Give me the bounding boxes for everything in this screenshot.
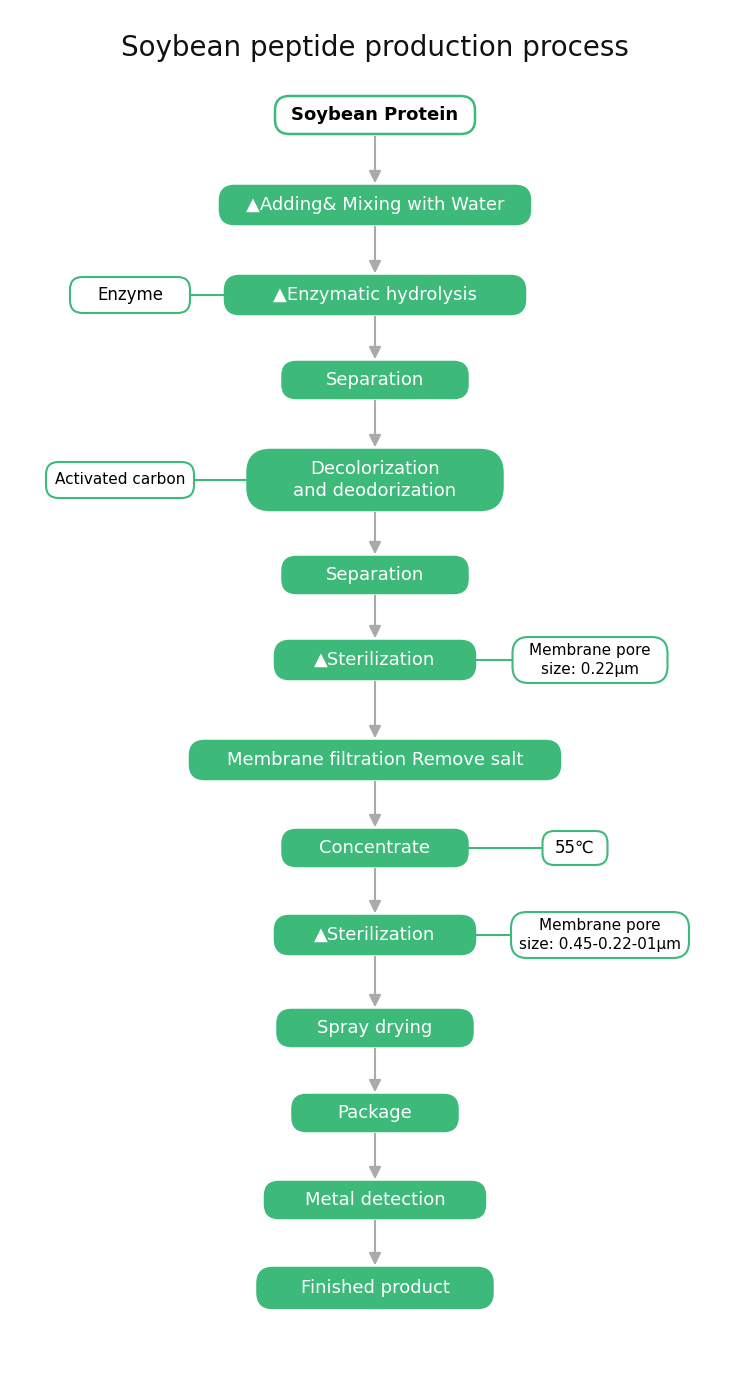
- Text: Soybean peptide production process: Soybean peptide production process: [121, 34, 629, 62]
- FancyBboxPatch shape: [283, 363, 467, 398]
- Text: Separation: Separation: [326, 371, 424, 389]
- FancyBboxPatch shape: [283, 830, 467, 867]
- Text: Package: Package: [338, 1105, 412, 1121]
- Text: Concentrate: Concentrate: [320, 839, 430, 857]
- FancyBboxPatch shape: [70, 277, 190, 314]
- Text: ▲Adding& Mixing with Water: ▲Adding& Mixing with Water: [246, 196, 504, 214]
- FancyBboxPatch shape: [292, 1095, 458, 1131]
- Text: Spray drying: Spray drying: [317, 1019, 433, 1037]
- FancyBboxPatch shape: [220, 186, 530, 224]
- FancyBboxPatch shape: [512, 637, 668, 683]
- FancyBboxPatch shape: [257, 1268, 493, 1308]
- FancyBboxPatch shape: [278, 1009, 472, 1046]
- FancyBboxPatch shape: [275, 916, 475, 953]
- FancyBboxPatch shape: [542, 832, 608, 865]
- FancyBboxPatch shape: [275, 97, 475, 134]
- Text: ▲Enzymatic hydrolysis: ▲Enzymatic hydrolysis: [273, 286, 477, 304]
- FancyBboxPatch shape: [283, 557, 467, 594]
- Text: Enzyme: Enzyme: [97, 286, 163, 304]
- Text: Soybean Protein: Soybean Protein: [292, 106, 458, 125]
- Text: Metal detection: Metal detection: [304, 1191, 446, 1210]
- FancyBboxPatch shape: [190, 741, 560, 778]
- Text: ▲Sterilization: ▲Sterilization: [314, 651, 436, 669]
- Text: Membrane pore
size: 0.22μm: Membrane pore size: 0.22μm: [530, 643, 651, 676]
- Text: Finished product: Finished product: [301, 1280, 449, 1296]
- Text: Decolorization
and deodorization: Decolorization and deodorization: [293, 459, 457, 500]
- Text: Activated carbon: Activated carbon: [55, 473, 185, 487]
- Text: Membrane filtration Remove salt: Membrane filtration Remove salt: [226, 750, 524, 769]
- Text: ▲Sterilization: ▲Sterilization: [314, 925, 436, 944]
- Text: 55℃: 55℃: [555, 839, 595, 857]
- FancyBboxPatch shape: [248, 449, 502, 510]
- FancyBboxPatch shape: [275, 641, 475, 679]
- Text: Membrane pore
size: 0.45-0.22-01μm: Membrane pore size: 0.45-0.22-01μm: [519, 918, 681, 952]
- FancyBboxPatch shape: [511, 911, 689, 958]
- Text: Separation: Separation: [326, 566, 424, 584]
- FancyBboxPatch shape: [46, 462, 194, 498]
- FancyBboxPatch shape: [225, 276, 525, 314]
- FancyBboxPatch shape: [265, 1182, 485, 1218]
